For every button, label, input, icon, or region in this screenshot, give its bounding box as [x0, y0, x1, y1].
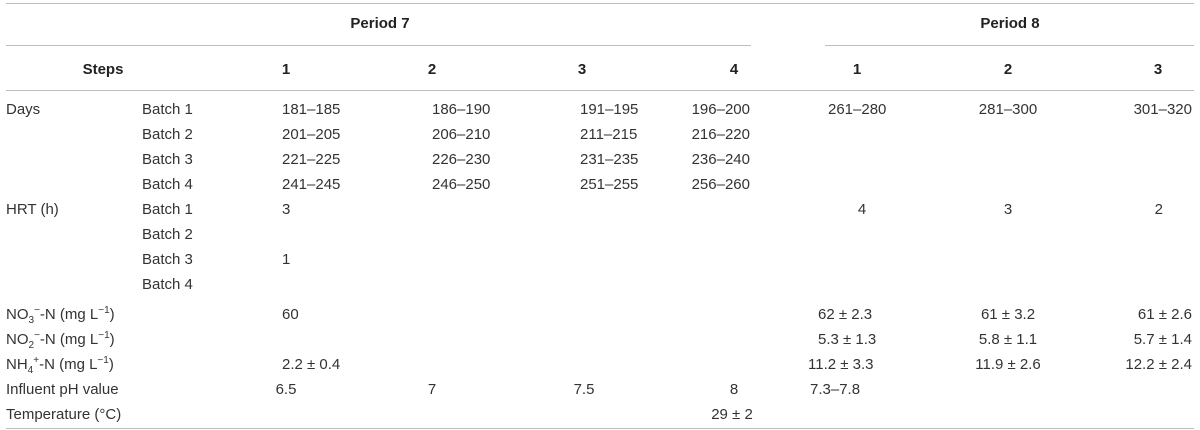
- no2-label-sup: −: [34, 330, 40, 341]
- row-label-no2: NO2−-N (mg L−1): [6, 330, 115, 351]
- temperature-value: 29 ± 2: [711, 406, 753, 423]
- row-label-ph: Influent pH value: [6, 381, 119, 398]
- days-b4-s2: 246–250: [432, 176, 491, 193]
- nh4-label-pre: NH: [6, 356, 28, 373]
- days-batch-3-label: Batch 3: [142, 151, 193, 168]
- ph-p8: 7.3–7.8: [810, 381, 861, 398]
- no2-p8-s1: 5.3 ± 1.3: [818, 331, 877, 348]
- hrt-batch-3-label: Batch 3: [142, 251, 193, 268]
- days-b1-s3: 191–195: [580, 101, 639, 118]
- nh4-p8-s1: 11.2 ± 3.3: [808, 356, 874, 373]
- hrt-batch-1-label: Batch 1: [142, 201, 193, 218]
- steps-header: Steps: [82, 61, 124, 78]
- row-label-temperature: Temperature (°C): [6, 406, 122, 423]
- period-7-underline: [6, 45, 751, 46]
- period-8-header: Period 8: [980, 15, 1040, 32]
- no3-label-unit-sup: −1: [98, 305, 110, 316]
- period-8-underline: [825, 45, 1194, 46]
- days-b2-s2: 206–210: [432, 126, 491, 143]
- row-label-hrt: HRT (h): [6, 201, 59, 218]
- hrt-p8-s3: 2: [1154, 201, 1163, 218]
- hrt-p8-s1: 4: [857, 201, 867, 218]
- no2-label-post: -N (mg L: [39, 331, 99, 348]
- p7-step-3-header: 3: [577, 61, 587, 78]
- p7-step-1-header: 1: [281, 61, 291, 78]
- hrt-p7-batch-3: 1: [282, 251, 291, 268]
- days-b4-s1: 241–245: [282, 176, 341, 193]
- no2-label-pre: NO: [6, 331, 29, 348]
- days-b1-s4: 196–200: [691, 101, 750, 118]
- days-batch-2-label: Batch 2: [142, 126, 193, 143]
- no3-label-sup: −: [34, 305, 40, 316]
- nh4-label-sub: 4: [27, 365, 34, 376]
- no3-label-pre: NO: [6, 306, 29, 323]
- ph-p7-s1: 6.5: [275, 381, 297, 398]
- days-b2-s1: 201–205: [282, 126, 341, 143]
- ph-p7-s4: 8: [729, 381, 739, 398]
- hrt-p8-s2: 3: [1003, 201, 1013, 218]
- nh4-label-post: -N (mg L: [39, 356, 98, 373]
- days-batch-4-label: Batch 4: [142, 176, 193, 193]
- p8-step-3-header: 3: [1153, 61, 1163, 78]
- header-bottom-rule: [6, 90, 1194, 91]
- no3-p7: 60: [282, 306, 299, 323]
- nh4-p7: 2.2 ± 0.4: [282, 356, 341, 373]
- days-b3-s2: 226–230: [432, 151, 491, 168]
- period-7-header: Period 7: [350, 15, 410, 32]
- hrt-batch-2-label: Batch 2: [142, 226, 193, 243]
- days-b4-s4: 256–260: [691, 176, 750, 193]
- nh4-label-close: ): [108, 356, 114, 373]
- days-b1-s1: 181–185: [282, 101, 341, 118]
- nh4-label-sup: +: [33, 355, 40, 366]
- days-b3-s4: 236–240: [691, 151, 750, 168]
- p8-step-2-header: 2: [1003, 61, 1013, 78]
- no3-label-close: ): [109, 306, 115, 323]
- no2-p8-s2: 5.8 ± 1.1: [978, 331, 1038, 348]
- row-label-nh4: NH4+-N (mg L−1): [6, 355, 114, 376]
- days-b3-s3: 231–235: [580, 151, 639, 168]
- days-p8-s1: 261–280: [828, 101, 887, 118]
- days-b2-s3: 211–215: [580, 126, 638, 143]
- hrt-batch-4-label: Batch 4: [142, 276, 193, 293]
- days-p8-s2: 281–300: [978, 101, 1038, 118]
- ph-p7-s3: 7.5: [573, 381, 595, 398]
- days-batch-1-label: Batch 1: [142, 101, 193, 118]
- row-label-no3: NO3−-N (mg L−1): [6, 305, 115, 326]
- days-b2-s4: 216–220: [691, 126, 750, 143]
- nh4-p8-s3: 12.2 ± 2.4: [1125, 356, 1192, 373]
- no2-label-close: ): [109, 331, 115, 348]
- no3-p8-s1: 62 ± 2.3: [818, 306, 873, 323]
- days-b3-s1: 221–225: [282, 151, 341, 168]
- p8-step-1-header: 1: [852, 61, 862, 78]
- nh4-p8-s2: 11.9 ± 2.6: [975, 356, 1041, 373]
- no2-label-unit-sup: −1: [98, 330, 110, 341]
- nh4-label-unit-sup: −1: [97, 355, 109, 366]
- no3-p8-s2: 61 ± 3.2: [980, 306, 1036, 323]
- days-b1-s2: 186–190: [432, 101, 491, 118]
- p7-step-4-header: 4: [729, 61, 739, 78]
- table-bottom-rule: [6, 428, 1194, 429]
- no2-p8-s3: 5.7 ± 1.4: [1133, 331, 1192, 348]
- ph-p7-s2: 7: [427, 381, 437, 398]
- no3-label-post: -N (mg L: [39, 306, 99, 323]
- p7-step-2-header: 2: [427, 61, 437, 78]
- days-p8-s3: 301–320: [1133, 101, 1192, 118]
- no3-label-sub: 3: [28, 315, 35, 326]
- days-b4-s3: 251–255: [580, 176, 639, 193]
- no2-label-sub: 2: [28, 340, 35, 351]
- hrt-p7-batch-1: 3: [282, 201, 291, 218]
- row-label-days: Days: [6, 101, 41, 118]
- no3-p8-s3: 61 ± 2.6: [1137, 306, 1192, 323]
- table-top-rule: [6, 3, 1194, 4]
